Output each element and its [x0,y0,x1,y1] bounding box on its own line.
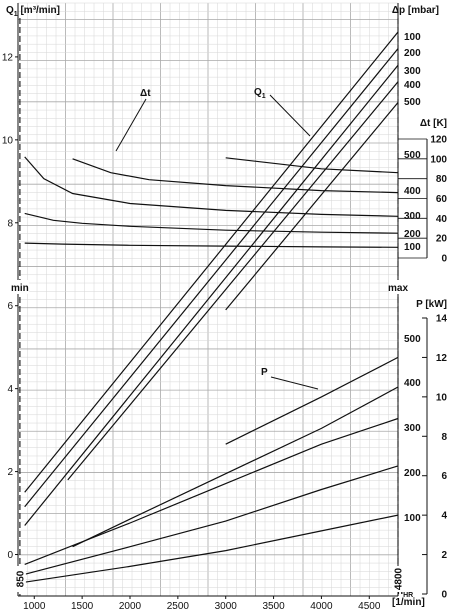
chart-axes [15,3,428,599]
annotation-p-leader [270,376,319,390]
annotation-dt: Δt [140,88,151,99]
dt-curve [225,157,399,174]
chart-grid [17,2,399,597]
dt-tick-label: 20 [436,234,448,245]
dt-curve [24,156,399,217]
dt-tick-label: 80 [436,174,448,185]
dp-label: 300 [404,66,421,77]
p-series-label: 400 [404,378,421,389]
speed-marker-bottom-label: 850 [15,570,26,587]
x-tick-label: 4000 [310,601,333,612]
dt-tick-label: 40 [436,214,448,225]
dt-curve [24,212,399,234]
dp-label: 200 [404,48,421,59]
q1-tick-label: 0 [7,550,13,561]
dt-series-label: 100 [404,242,421,253]
dt-series-label: 200 [404,229,421,240]
dt-series-label: 500 [404,150,421,161]
p-tick-label: 12 [436,353,448,364]
q1-tick-label: 4 [7,384,13,395]
p-tick-label: 14 [436,314,448,325]
p-curve [24,465,399,575]
p-series-label: 200 [404,468,421,479]
p-curve [72,386,399,548]
annotation-p: P [261,367,268,378]
dt-tick-label: 100 [430,154,447,165]
x-tick-label: 3500 [262,601,285,612]
p-series-label: 300 [404,423,421,434]
dt-series-label: 400 [404,186,421,197]
speed-marker-top-label: min [11,283,29,294]
q1-line [24,64,399,526]
p-curve [24,514,399,583]
dt-tick-label: 0 [441,254,447,265]
q1-line [225,102,399,311]
x-tick-label: 3000 [215,601,238,612]
x-tick-label: 4500 [358,601,381,612]
q1-tick-label: 8 [7,218,13,229]
p-axis-label: P [kW] [416,299,447,310]
q1-tick-label: 2 [7,467,13,478]
dt-curve [24,242,399,248]
x-tick-label: 2000 [119,601,142,612]
p-tick-label: 6 [441,471,447,482]
x-tick-label: 2500 [167,601,190,612]
dt-tick-label: 120 [430,135,447,146]
p-curve [24,417,399,565]
speed-marker-label-bg [389,280,407,294]
annotation-dt-leader [115,98,147,152]
q1-line [67,81,399,481]
p-tick-label: 8 [441,432,447,443]
dt-curve [72,158,399,194]
q1-axis-label: Q1 [m³/min] [6,5,60,18]
annotation-q1: Q1 [254,87,266,100]
p-series-label: 100 [404,513,421,524]
p-tick-label: 10 [436,392,448,403]
q1-line [24,31,399,493]
dp-axis-label: Δp [mbar] [392,5,439,16]
x-axis-unit: [1/min] [392,597,425,608]
chart-labels: Q1 [m³/min] Δp [mbar] Δt [K] P [kW] nHR … [2,5,448,612]
p-tick-label: 0 [441,590,447,601]
speed-marker-value-bg [13,566,26,592]
x-tick-label: 1500 [71,601,94,612]
p-tick-label: 2 [441,550,447,561]
q1-line [24,48,399,508]
x-tick-label: 1000 [23,601,46,612]
p-curve [225,356,399,445]
dt-axis-label: Δt [K] [420,118,447,129]
p-series-label: 500 [404,334,421,345]
q1-tick-label: 12 [2,52,14,63]
dp-label: 100 [404,32,421,43]
dt-series-label: 300 [404,211,421,222]
speed-marker-top-label: max [388,283,408,294]
dt-tick-label: 60 [436,194,448,205]
dp-label: 500 [404,97,421,108]
q1-tick-label: 10 [2,135,14,146]
annotation-q1-leader [269,94,311,137]
q1-tick-label: 6 [7,301,13,312]
chart-series [24,31,399,583]
speed-marker-value-bg [392,566,404,592]
speed-marker-bottom-label: 4800 [394,567,405,590]
p-tick-label: 4 [441,511,447,522]
dp-label: 400 [404,80,421,91]
speed-marker-label-bg [10,280,29,294]
